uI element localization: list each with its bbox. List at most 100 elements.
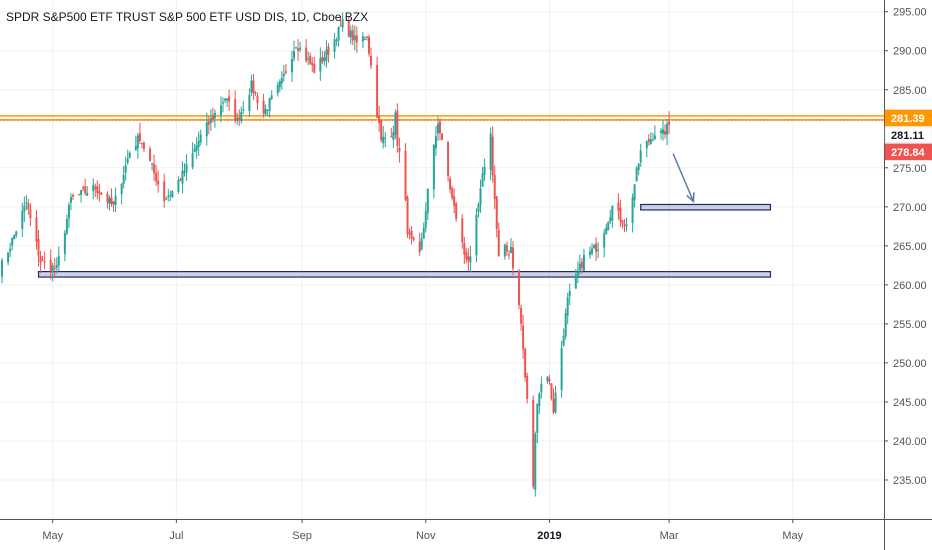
candle	[467, 248, 470, 271]
candle	[540, 376, 543, 399]
candle	[195, 137, 198, 159]
horizontal-lines	[0, 115, 932, 121]
candle-body	[526, 375, 529, 399]
price-tag-box	[884, 109, 932, 127]
candle-body	[177, 180, 180, 192]
candle	[453, 188, 456, 214]
candle	[380, 119, 383, 143]
candle-body	[157, 180, 160, 185]
candle	[574, 268, 577, 289]
candle	[422, 222, 425, 239]
candle	[94, 183, 97, 197]
candle	[69, 193, 72, 211]
candle	[404, 143, 407, 202]
candle	[603, 229, 606, 258]
candle-body	[124, 165, 127, 173]
candle	[41, 255, 44, 262]
candle	[319, 47, 322, 81]
candle-body	[434, 136, 437, 149]
candle	[248, 88, 251, 117]
candle-body	[41, 259, 44, 261]
candle	[209, 109, 212, 131]
candle-body	[623, 224, 626, 227]
candles	[1, 12, 671, 497]
candle	[396, 103, 399, 153]
candle	[518, 269, 521, 310]
price-tag: 278.84	[884, 143, 932, 161]
candle-body	[142, 142, 145, 149]
candle	[659, 128, 662, 140]
candle-body	[582, 254, 585, 271]
candle	[560, 340, 563, 398]
candle-body	[595, 243, 598, 253]
candle-body	[297, 48, 300, 52]
candle-body	[511, 247, 514, 269]
candle-body	[276, 84, 279, 94]
candle-body	[625, 224, 628, 226]
candle-body	[465, 252, 468, 260]
candle	[213, 109, 216, 128]
candle-body	[9, 248, 12, 252]
candle-body	[392, 132, 395, 140]
candle-body	[1, 260, 4, 277]
candle-body	[562, 336, 565, 346]
candle-body	[591, 248, 594, 254]
candle-body	[199, 134, 202, 143]
candle	[256, 92, 259, 111]
candle	[53, 257, 56, 278]
candle	[526, 372, 529, 404]
candle-body	[140, 142, 143, 144]
candle	[169, 190, 172, 202]
candle	[582, 248, 585, 271]
candle-body	[365, 36, 368, 38]
candle	[35, 210, 38, 250]
candle-body	[524, 348, 527, 378]
candle-body	[337, 27, 340, 41]
candle-body	[351, 30, 354, 41]
candle-body	[321, 56, 324, 62]
candle-body	[108, 198, 111, 204]
price-tag-label: 281.11	[891, 130, 924, 142]
candle	[63, 229, 66, 262]
candle-body	[211, 115, 214, 120]
candle-body	[645, 141, 648, 149]
candle-body	[248, 95, 251, 111]
candle	[106, 191, 109, 209]
candle	[576, 261, 579, 284]
y-tick-label: 290.00	[893, 46, 927, 58]
y-tick-label: 295.00	[893, 7, 927, 19]
candle	[664, 124, 667, 139]
price-tags: 281.39 281.11 278.84	[884, 109, 932, 161]
candle-body	[651, 139, 654, 141]
candle	[183, 163, 186, 177]
candle	[122, 165, 125, 189]
candle-body	[380, 120, 383, 141]
candle-body	[82, 187, 85, 190]
candle	[566, 292, 569, 325]
candle-body	[653, 135, 656, 140]
candle	[349, 25, 352, 45]
candle	[578, 254, 581, 275]
candle-body	[49, 259, 52, 271]
y-tick-label: 250.00	[893, 358, 927, 370]
candle-body	[163, 181, 166, 202]
candle-body	[339, 25, 342, 27]
candle	[295, 46, 298, 50]
candle	[511, 241, 514, 276]
candle-body	[309, 55, 312, 65]
candle	[11, 237, 14, 251]
candle-body	[637, 163, 640, 171]
candle	[568, 283, 571, 306]
candle-body	[404, 150, 407, 200]
support-zone	[37, 270, 772, 278]
candle-body	[238, 117, 241, 121]
candle	[226, 98, 229, 107]
candle	[108, 195, 111, 211]
candle-body	[412, 237, 415, 240]
candle	[136, 132, 139, 159]
candle-body	[110, 197, 113, 205]
candle	[412, 236, 415, 242]
candle-body	[181, 170, 184, 184]
